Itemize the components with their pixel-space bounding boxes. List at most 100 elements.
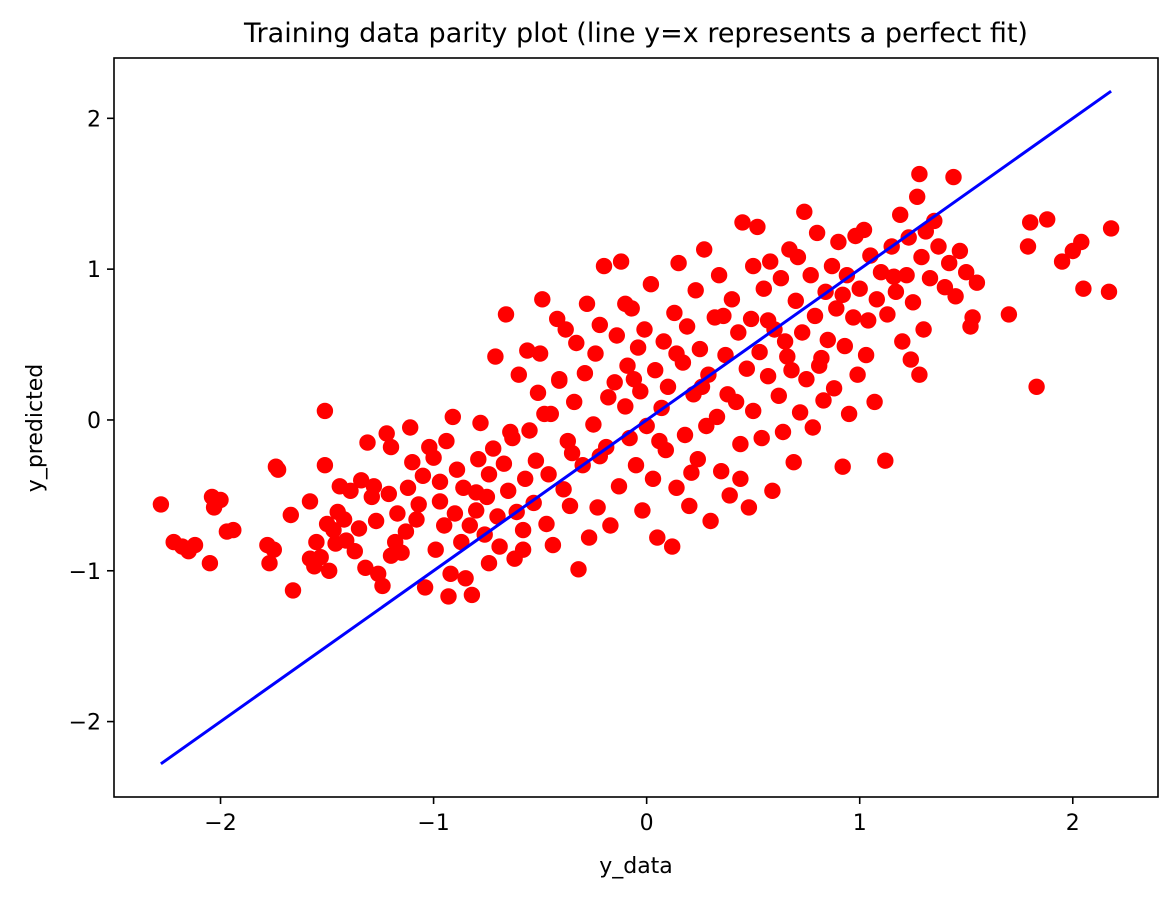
data-point-54 (408, 511, 425, 528)
x-tick-label-0: −2 (204, 811, 236, 836)
data-point-189 (774, 423, 792, 441)
data-point-245 (941, 254, 958, 272)
data-point-157 (689, 451, 706, 468)
data-point-121 (595, 257, 613, 275)
data-point-225 (872, 264, 890, 281)
data-point-101 (540, 466, 557, 483)
data-point-52 (402, 419, 419, 436)
data-point-139 (642, 276, 660, 293)
y-axis-ticks: −2 −1 0 1 2 (69, 107, 114, 736)
data-point-64 (440, 588, 457, 605)
data-point-206 (819, 331, 836, 349)
data-point-175 (738, 360, 755, 377)
data-point-164 (708, 408, 726, 426)
data-point-209 (828, 300, 845, 317)
data-point-276 (536, 405, 553, 423)
data-point-287 (745, 257, 762, 275)
data-point-16 (282, 506, 299, 524)
data-point-171 (727, 393, 745, 411)
data-point-210 (830, 233, 847, 251)
y-axis-label: y_predicted (23, 364, 48, 492)
data-point-124 (602, 517, 619, 534)
data-point-22 (312, 549, 329, 566)
reference-line-y-equals-x (160, 89, 1112, 766)
data-point-187 (770, 387, 787, 404)
data-point-154 (681, 497, 698, 515)
data-point-256 (1028, 378, 1045, 395)
data-point-43 (374, 577, 391, 595)
data-point-0 (152, 496, 170, 513)
data-point-51 (399, 479, 417, 496)
data-point-31 (335, 511, 353, 528)
data-point-192 (783, 362, 800, 379)
data-point-269 (715, 307, 732, 325)
data-point-65 (442, 565, 459, 582)
data-point-286 (551, 372, 568, 389)
data-point-170 (723, 291, 741, 308)
data-point-195 (791, 404, 809, 421)
data-point-211 (834, 458, 851, 475)
data-point-61 (431, 493, 449, 510)
data-point-142 (649, 529, 666, 546)
data-point-24 (316, 402, 334, 420)
data-point-147 (664, 538, 681, 555)
data-point-60 (427, 541, 444, 558)
data-point-190 (776, 333, 794, 350)
data-point-76 (472, 414, 489, 432)
data-point-4 (186, 536, 204, 554)
data-point-172 (730, 324, 747, 341)
data-point-100 (538, 515, 555, 533)
y-tick-label-3: 1 (87, 258, 101, 283)
data-point-249 (958, 264, 975, 281)
data-point-33 (342, 482, 359, 499)
data-point-123 (600, 389, 617, 406)
data-point-23 (316, 457, 334, 474)
data-point-251 (964, 309, 981, 326)
data-point-166 (713, 463, 730, 480)
data-point-169 (721, 487, 738, 504)
data-point-234 (902, 351, 919, 368)
x-axis-ticks: −2 −1 0 1 2 (204, 797, 1080, 836)
data-point-57 (416, 579, 434, 596)
data-point-200 (804, 419, 821, 436)
data-point-67 (446, 505, 464, 522)
data-point-202 (808, 224, 826, 242)
data-point-68 (448, 461, 466, 478)
data-point-93 (519, 342, 536, 359)
reference-line-layer (160, 89, 1112, 766)
data-point-134 (629, 339, 647, 356)
data-point-10 (225, 521, 242, 539)
data-point-283 (789, 248, 807, 266)
data-point-230 (892, 206, 909, 223)
data-point-80 (485, 440, 502, 457)
data-point-149 (668, 479, 685, 496)
data-point-182 (755, 280, 772, 297)
data-point-247 (947, 288, 964, 305)
data-point-70 (455, 479, 472, 496)
data-point-146 (659, 378, 677, 395)
data-point-235 (904, 294, 922, 311)
data-point-158 (691, 340, 709, 358)
data-point-92 (517, 470, 534, 487)
data-point-103 (544, 536, 562, 554)
data-point-176 (740, 499, 758, 516)
y-tick-label-2: 0 (87, 409, 101, 434)
data-point-34 (346, 543, 363, 560)
data-point-285 (834, 286, 851, 303)
data-point-50 (397, 523, 415, 540)
data-point-112 (570, 561, 587, 578)
data-point-85 (497, 306, 515, 323)
data-point-201 (806, 307, 824, 325)
data-point-96 (527, 452, 545, 469)
data-point-160 (698, 417, 715, 435)
data-point-66 (444, 408, 461, 426)
data-point-141 (647, 362, 664, 379)
data-point-94 (521, 422, 538, 439)
data-point-72 (461, 517, 478, 534)
data-point-223 (866, 393, 883, 411)
x-tick-label-2: 0 (640, 811, 654, 836)
data-point-69 (453, 533, 470, 551)
data-point-243 (930, 238, 947, 255)
data-point-215 (845, 309, 862, 326)
data-point-273 (811, 357, 828, 374)
